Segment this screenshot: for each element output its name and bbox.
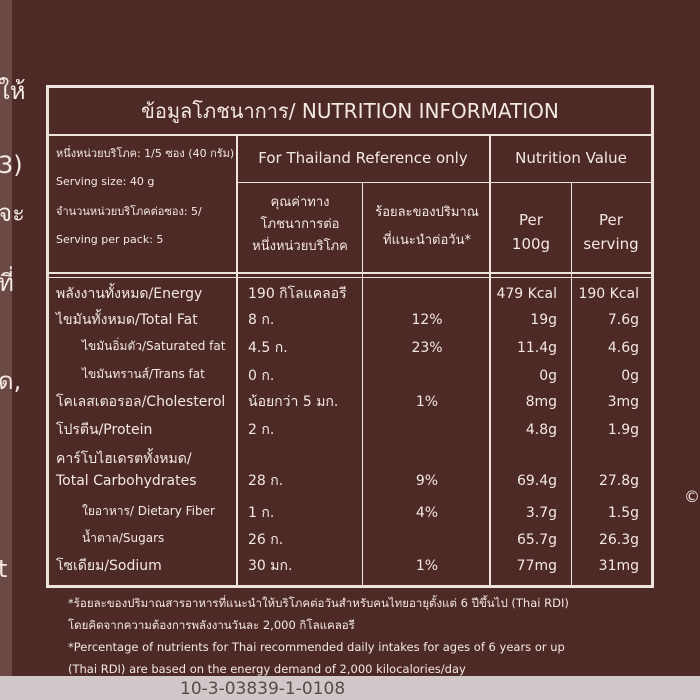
amount-per-serving: 4.5 ก. [248,340,288,356]
serving-info: หนึ่งหน่วยบริโภค: 1/5 ซอง (40 กรัม) [56,147,235,160]
amount-per-serving: 26 ก. [248,532,284,548]
column-header: คุณค่าทาง [270,195,330,210]
nutrient-name: ใยอาหาร/ Dietary Fiber [82,504,215,518]
value-per-100g: 77mg [516,558,557,574]
value-per-100g: 11.4g [516,340,557,356]
value-per-serving: 31mg [598,558,639,574]
value-per-100g: 8mg [525,394,557,410]
column-header: ที่แนะนำต่อวัน* [383,233,471,248]
edge-fragment: ด, [0,367,22,395]
column-header: Per [519,211,543,229]
value-per-serving: 1.9g [607,422,639,438]
value-per-serving: 1.5g [607,505,639,521]
serving-info: จำนวนหน่วยบริโภคต่อซอง: 5/ [56,205,202,218]
table-rule [46,134,654,136]
value-per-100g: 4.8g [525,422,557,438]
percent-rdi: 4% [415,505,439,521]
nutrient-name: พลังงานทั้งหมด/Energy [56,286,203,302]
bottom-strip [0,676,700,700]
table-rule [489,135,491,586]
edge-fragment: 3) [0,151,23,179]
table-border [46,585,654,588]
amount-per-serving: 1 ก. [248,505,275,521]
percent-rdi: 23% [411,340,443,356]
percent-rdi: 12% [411,312,443,328]
column-header: หนึ่งหน่วยบริโภค [252,239,348,254]
amount-per-serving: 8 ก. [248,312,275,328]
amount-per-serving: 0 ก. [248,368,275,384]
footnote: *Percentage of nutrients for Thai recomm… [68,640,565,654]
value-per-100g: 3.7g [525,505,557,521]
package-edge [0,0,12,700]
edge-fragment: t [0,555,8,583]
value-per-100g: 19g [530,312,557,328]
table-rule [46,272,654,274]
nutrient-name: ไขมันอิ่มตัว/Saturated fat [82,339,226,353]
nutrient-name: โคเลสเตอรอล/Cholesterol [56,394,226,410]
table-border [46,85,654,88]
percent-rdi: 1% [415,394,439,410]
edge-fragment: ที่ [0,269,14,297]
value-per-serving: 7.6g [607,312,639,328]
value-per-100g: 0g [539,368,557,384]
percent-rdi: 1% [415,558,439,574]
column-header: 100g [511,235,551,253]
value-per-100g: 69.4g [516,473,557,489]
percent-rdi: 9% [415,473,439,489]
value-per-serving: 3mg [607,394,639,410]
table-rule [46,277,654,278]
nutrient-name: โปรตีน/Protein [56,422,153,438]
column-header: serving [583,235,639,253]
edge-fragment: ให้ [0,77,26,105]
value-per-100g: 479 Kcal [496,286,557,302]
print-code: 10-3-03839-1-0108 [180,679,346,699]
column-header: Nutrition Value [515,149,627,167]
nutrient-name: ไขมันทั้งหมด/Total Fat [56,312,198,328]
table-rule [236,135,238,586]
nutrient-name: โซเดียม/Sodium [56,558,162,574]
amount-per-serving: 30 มก. [248,558,293,574]
value-per-100g: 65.7g [516,532,557,548]
amount-per-serving: น้อยกว่า 5 มก. [248,394,339,410]
nutrient-name: Total Carbohydrates [56,473,197,489]
table-rule [362,183,363,586]
edge-fragment: © [684,487,700,506]
value-per-serving: 27.8g [598,473,639,489]
column-header: ร้อยละของปริมาณ [375,205,479,220]
footnote: โดยคิดจากความต้องการพลังงานวันละ 2,000 ก… [68,618,355,632]
table-rule [571,183,572,586]
column-header: For Thailand Reference only [258,149,468,167]
nutrient-name: คาร์โบไฮเดรตทั้งหมด/ [56,451,192,467]
amount-per-serving: 28 ก. [248,473,284,489]
column-header: Per [599,211,623,229]
table-border [651,85,654,588]
table-border [46,85,49,588]
value-per-serving: 190 Kcal [578,286,639,302]
table-title: ข้อมูลโภชนาการ/ NUTRITION INFORMATION [141,99,559,123]
value-per-serving: 26.3g [598,532,639,548]
value-per-serving: 4.6g [607,340,639,356]
serving-info: Serving size: 40 g [56,175,155,188]
amount-per-serving: 190 กิโลแคลอรี [248,286,347,302]
amount-per-serving: 2 ก. [248,422,275,438]
value-per-serving: 0g [621,368,639,384]
nutrient-name: น้ำตาล/Sugars [82,531,165,545]
column-header: โภชนาการต่อ [260,217,340,232]
footnote: *ร้อยละของปริมาณสารอาหารที่แนะนำให้บริโภ… [68,596,569,610]
nutrient-name: ไขมันทรานส์/Trans fat [82,367,205,381]
table-rule [237,182,652,183]
edge-fragment: จะ [0,199,25,227]
footnote: (Thai RDI) are based on the energy deman… [68,662,466,676]
serving-info: Serving per pack: 5 [56,233,164,246]
